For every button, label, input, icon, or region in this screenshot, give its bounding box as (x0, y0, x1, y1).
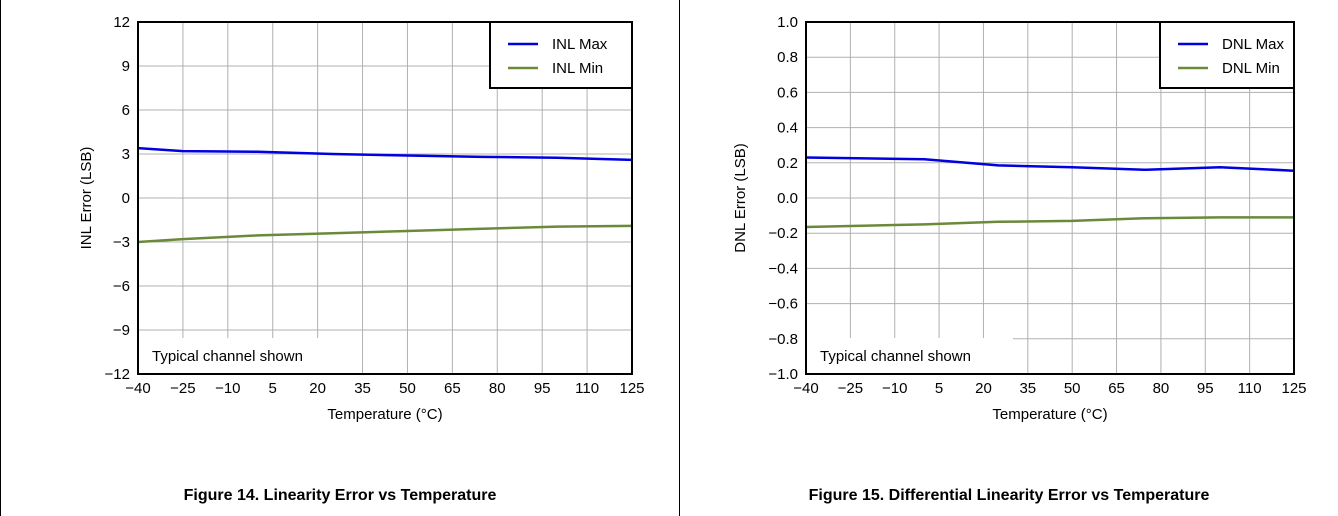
x-tick-label: 80 (489, 380, 506, 397)
y-tick-label: −0.2 (768, 225, 798, 242)
legend-label: DNL Max (1222, 36, 1284, 53)
plot-frame (137, 21, 633, 375)
x-tick-label: 65 (444, 380, 461, 397)
y-tick-label: 0.2 (777, 155, 798, 172)
x-tick-label: 110 (1238, 380, 1262, 397)
x-tick-label: 125 (1281, 380, 1306, 397)
x-tick-label: 50 (1064, 380, 1081, 397)
x-axis-label: Temperature (°C) (327, 406, 442, 423)
series-line-inl-max (137, 146, 633, 162)
y-tick-label: −6 (113, 278, 130, 295)
legend-box (489, 21, 633, 89)
y-tick-label: 12 (113, 14, 130, 31)
y-tick-label: 6 (122, 102, 130, 119)
annotation-text: Typical channel shown (820, 348, 971, 365)
y-tick-label: −0.6 (768, 296, 798, 313)
x-tick-label: 20 (975, 380, 992, 397)
x-tick-label: 20 (309, 380, 326, 397)
y-axis-label: INL Error (LSB) (78, 147, 95, 250)
x-tick-label: −10 (882, 380, 907, 397)
x-tick-label: 110 (575, 380, 599, 397)
y-tick-label: 0.4 (777, 120, 798, 137)
y-axis-label: DNL Error (LSB) (732, 143, 749, 252)
y-tick-label: 0.0 (777, 190, 798, 207)
x-tick-label: 35 (354, 380, 371, 397)
y-tick-label: 0 (122, 190, 130, 207)
annotation-text: Typical channel shown (152, 348, 303, 365)
legend-label: INL Min (552, 60, 603, 77)
legend-label: INL Max (552, 36, 608, 53)
x-axis-label: Temperature (°C) (992, 406, 1107, 423)
y-tick-label: 0.8 (777, 49, 798, 66)
x-tick-label: 125 (619, 380, 644, 397)
x-tick-label: 50 (399, 380, 416, 397)
x-tick-label: −40 (125, 380, 150, 397)
series-line-dnl-min (805, 216, 1294, 229)
x-tick-label: −40 (793, 380, 818, 397)
series-line-inl-min (137, 224, 633, 244)
y-tick-label: −9 (113, 322, 130, 339)
x-tick-label: 65 (1108, 380, 1125, 397)
annotation-box (139, 338, 345, 373)
inl-chart: −40 −25 −10 5 20 35 50 65 80 95 110 125 −12 −9 −6 −3 0 3 6… (78, 14, 645, 423)
x-tick-label: 5 (269, 380, 277, 397)
series-line-dnl-max (805, 156, 1295, 172)
legend-box (1159, 21, 1295, 89)
x-tick-label: −25 (838, 380, 863, 397)
x-tick-label: 95 (534, 380, 551, 397)
y-tick-label: −0.4 (768, 260, 798, 277)
figure-14-caption: Figure 14. Linearity Error vs Temperatur… (183, 487, 497, 504)
y-tick-label: 1.0 (777, 14, 798, 31)
x-tick-label: −10 (215, 380, 240, 397)
x-tick-label: 5 (935, 380, 943, 397)
annotation-box (807, 338, 1013, 373)
figure-15-panel: −40 −25 −10 5 20 35 50 65 80 95 110 125 −1.0 −0.8 −0.6… (680, 0, 1338, 516)
y-tick-label: −0.8 (768, 331, 798, 348)
x-tick-label: 35 (1019, 380, 1036, 397)
y-tick-label: 0.6 (777, 84, 798, 101)
x-tick-label: −25 (170, 380, 195, 397)
y-tick-label: −3 (113, 234, 130, 251)
figure-15-caption: Figure 15. Differential Linearity Error … (808, 487, 1210, 504)
y-tick-label: 3 (122, 146, 130, 163)
y-tick-label: −1.0 (768, 366, 798, 383)
x-tick-label: 80 (1153, 380, 1170, 397)
y-tick-label: 9 (122, 58, 130, 75)
y-tick-label: −12 (105, 366, 130, 383)
plot-frame (805, 21, 1295, 375)
x-tick-label: 95 (1197, 380, 1214, 397)
figure-14-panel: −40 −25 −10 5 20 35 50 65 80 95 110 125 −12 −9 −6 −3 0 3 6… (0, 0, 680, 516)
dnl-chart: −40 −25 −10 5 20 35 50 65 80 95 110 125 −1.0 −0.8 −0.6… (732, 14, 1307, 423)
legend-label: DNL Min (1222, 60, 1280, 77)
